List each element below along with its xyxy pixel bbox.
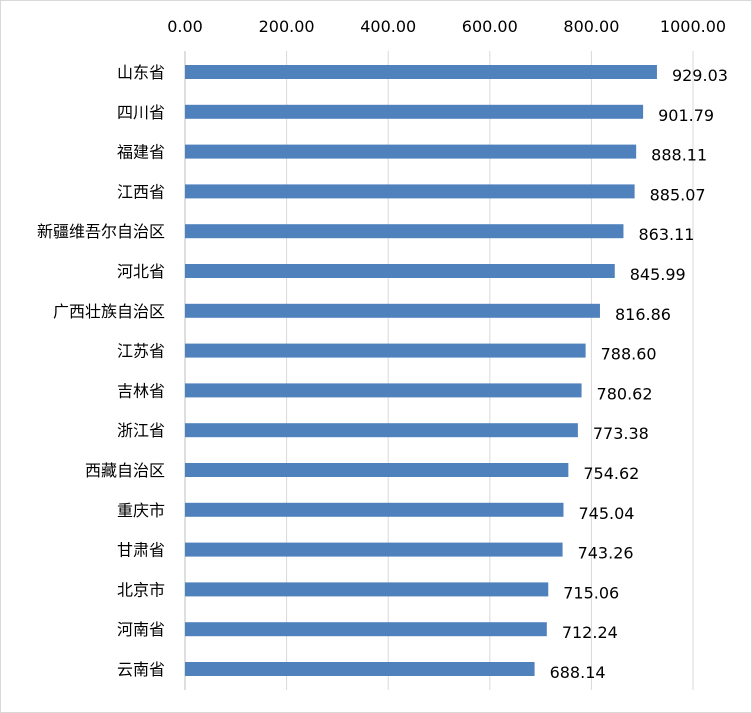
data-label: 929.03 [672, 66, 728, 85]
data-label: 788.60 [601, 345, 657, 364]
category-label: 西藏自治区 [85, 461, 165, 480]
data-label: 745.04 [578, 504, 634, 523]
x-tick-labels: 0.00 200.00 400.00 600.00 800.00 1000.00 [167, 17, 726, 36]
category-label: 新疆维吾尔自治区 [37, 222, 165, 241]
category-label: 四川省 [117, 103, 165, 122]
bars [185, 65, 657, 676]
data-label: 888.11 [651, 146, 707, 165]
bar [185, 662, 535, 676]
bar [185, 224, 624, 239]
bar [185, 383, 582, 398]
data-label: 754.62 [583, 464, 639, 483]
bar [185, 104, 644, 119]
bar [185, 502, 564, 517]
category-label: 北京市 [117, 580, 165, 599]
bar [185, 622, 547, 637]
bar [185, 423, 578, 438]
x-tick-label: 400.00 [360, 17, 416, 36]
x-tick-label: 1000.00 [660, 17, 726, 36]
data-label: 688.14 [550, 663, 606, 682]
category-label: 河南省 [117, 620, 165, 639]
data-label: 712.24 [562, 623, 618, 642]
data-label: 773.38 [593, 424, 649, 443]
category-label: 云南省 [117, 660, 165, 679]
x-tick-label: 0.00 [167, 17, 203, 36]
data-label: 715.06 [563, 583, 619, 602]
data-label: 780.62 [597, 384, 653, 403]
bar [185, 303, 600, 318]
bar [185, 264, 615, 278]
category-label: 福建省 [117, 143, 165, 162]
bar [185, 463, 569, 477]
bar [185, 184, 635, 199]
category-label: 江西省 [117, 182, 165, 201]
data-label: 845.99 [630, 265, 686, 284]
data-label: 885.07 [650, 185, 706, 204]
bar [185, 582, 549, 597]
category-label: 山东省 [117, 63, 165, 82]
category-label: 吉林省 [117, 381, 165, 400]
x-tick-label: 200.00 [259, 17, 315, 36]
bar [185, 144, 637, 159]
category-label: 河北省 [117, 262, 165, 281]
x-tick-label: 800.00 [563, 17, 619, 36]
data-label: 816.86 [615, 305, 671, 324]
category-label: 浙江省 [117, 421, 165, 440]
x-tick-label: 600.00 [462, 17, 518, 36]
category-label: 广西壮族自治区 [53, 302, 165, 321]
data-labels: 929.03 901.79 888.11 885.07 863.11 845.99 816.… [550, 66, 728, 682]
category-label: 江苏省 [117, 342, 165, 361]
category-labels: 山东省四川省福建省江西省新疆维吾尔自治区河北省广西壮族自治区江苏省吉林省浙江省西… [37, 63, 165, 679]
data-label: 743.26 [578, 544, 634, 563]
data-label: 863.11 [638, 225, 694, 244]
bar [185, 343, 586, 358]
bar [185, 65, 657, 79]
data-label: 901.79 [658, 106, 714, 125]
category-label: 甘肃省 [117, 541, 165, 560]
category-label: 重庆市 [117, 501, 165, 520]
bar [185, 542, 563, 557]
